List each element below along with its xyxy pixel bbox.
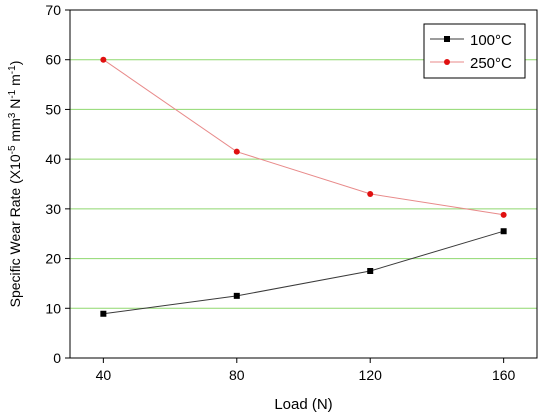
legend-marker	[444, 59, 450, 65]
y-tick-label: 40	[45, 151, 61, 167]
y-axis-title-base: Specific Wear Rate (X10	[7, 154, 23, 307]
y-axis-title-part: mm	[7, 118, 23, 145]
data-point	[367, 268, 374, 274]
series-line	[103, 230, 504, 315]
data-point	[500, 228, 507, 235]
y-tick-label: 50	[45, 101, 61, 117]
data-point	[233, 148, 240, 155]
data-point	[233, 292, 240, 299]
data-point	[367, 190, 374, 197]
y-axis-title-part: N	[7, 99, 23, 113]
x-tick-label: 120	[359, 367, 383, 383]
y-axis-title-part: m	[7, 74, 23, 90]
y-tick-label: 30	[45, 201, 61, 217]
series-1	[100, 228, 507, 317]
y-axis-title-sup: -1	[7, 89, 18, 98]
y-axis-title-sup: 3	[7, 112, 18, 118]
y-axis-title-part: )	[7, 61, 23, 66]
series-line	[103, 59, 504, 216]
legend: 100°C 250°C	[423, 23, 526, 79]
axes: 0 10 20 30 40 50 60 70 40 80 120 160	[45, 2, 515, 383]
y-tick-label: 10	[45, 300, 61, 316]
x-tick-label: 40	[96, 367, 112, 383]
gridlines	[70, 59, 537, 309]
data-point	[100, 56, 107, 63]
data-point	[500, 211, 507, 218]
legend-label: 100°C	[470, 32, 512, 49]
data-point	[100, 310, 107, 317]
legend-box	[423, 23, 526, 79]
y-tick-label: 70	[45, 2, 61, 18]
legend-label: 250°C	[470, 55, 512, 72]
x-tick-label: 160	[492, 367, 516, 383]
series-2	[100, 56, 507, 218]
y-tick-label: 20	[45, 251, 61, 267]
series-layer	[100, 56, 507, 317]
y-tick-label: 0	[53, 350, 61, 366]
plot-frame	[69, 9, 538, 359]
y-axis-title-sup: -1	[7, 65, 18, 74]
x-tick-label: 80	[229, 367, 245, 383]
y-axis-title-sup: -5	[7, 145, 18, 154]
legend-marker	[444, 36, 450, 42]
y-tick-label: 60	[45, 52, 61, 68]
x-axis-title: Load (N)	[274, 396, 332, 413]
y-axis-title: Specific Wear Rate (X10-5 mm3 N-1 m-1)	[7, 61, 24, 308]
